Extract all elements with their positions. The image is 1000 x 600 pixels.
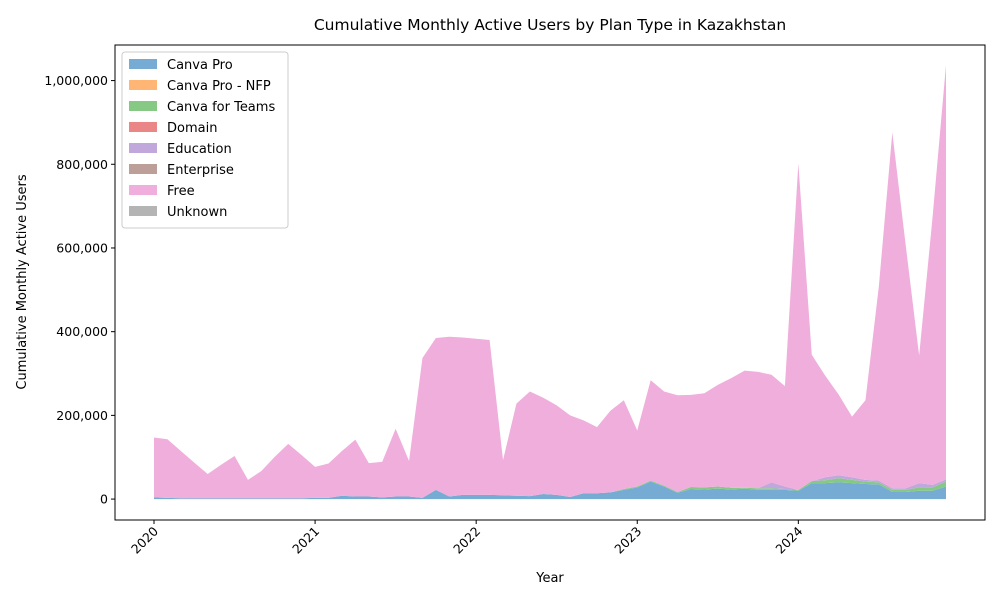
legend-swatch xyxy=(129,80,157,90)
y-tick-label: 1,000,000 xyxy=(44,73,108,88)
x-axis-label: Year xyxy=(535,571,564,586)
y-axis: 0 200,000 400,000 600,000 800,000 1,000,000 xyxy=(44,73,115,507)
area-series-group xyxy=(154,65,946,500)
legend-swatch xyxy=(129,143,157,153)
area-series-free xyxy=(154,65,946,499)
legend-entry: Unknown xyxy=(167,205,227,220)
legend-swatch xyxy=(129,122,157,132)
y-tick-label: 0 xyxy=(100,492,108,507)
legend-frame xyxy=(121,51,289,229)
legend-entry: Canva Pro xyxy=(167,58,233,73)
x-tick-label: 2024 xyxy=(772,523,805,556)
legend-entry: Education xyxy=(167,142,232,157)
legend: Canva Pro Canva Pro - NFP Canva for Teams D… xyxy=(121,51,289,229)
y-tick-label: 200,000 xyxy=(56,408,108,423)
legend-swatch xyxy=(129,206,157,216)
legend-swatch xyxy=(129,185,157,195)
x-tick-label: 2021 xyxy=(289,524,322,557)
legend-swatch xyxy=(129,59,157,69)
x-tick-label: 2020 xyxy=(128,523,161,556)
y-tick-label: 600,000 xyxy=(56,240,108,255)
plot-frame xyxy=(114,44,986,521)
legend-entry: Free xyxy=(167,184,195,199)
legend-entry: Enterprise xyxy=(167,163,234,178)
legend-entry: Canva Pro - NFP xyxy=(167,79,271,94)
y-axis-label: Cumulative Monthly Active Users xyxy=(15,174,30,389)
legend-swatch xyxy=(129,101,157,111)
x-tick-label: 2023 xyxy=(611,524,644,557)
chart-title: Cumulative Monthly Active Users by Plan … xyxy=(314,16,786,34)
y-tick-label: 400,000 xyxy=(56,324,108,339)
x-tick-label: 2022 xyxy=(450,524,483,557)
area-series-canva-pro xyxy=(154,481,946,500)
legend-entry: Canva for Teams xyxy=(167,100,275,115)
legend-entry: Domain xyxy=(167,121,217,136)
y-tick-label: 800,000 xyxy=(56,157,108,172)
x-axis: 2020 2021 2022 2023 2024 xyxy=(128,520,805,557)
legend-swatch xyxy=(129,164,157,174)
